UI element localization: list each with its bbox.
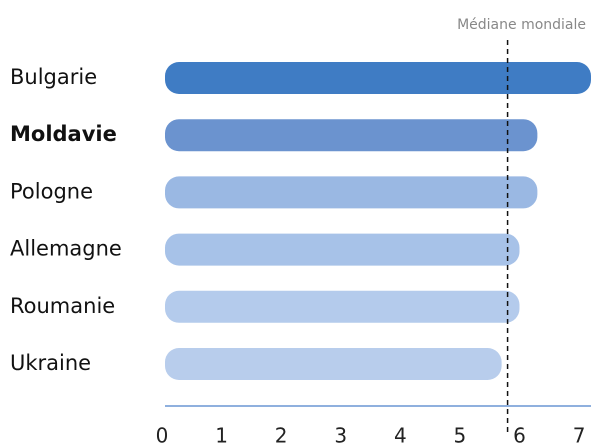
- bar: [165, 62, 591, 94]
- x-tick-label: 1: [215, 424, 228, 446]
- reference-label: Médiane mondiale: [457, 17, 586, 33]
- bar: [165, 348, 502, 380]
- x-tick-label: 0: [156, 424, 169, 446]
- bar: [165, 233, 520, 266]
- category-label: Ukraine: [10, 351, 91, 375]
- bar: [165, 119, 538, 152]
- category-label: Pologne: [10, 179, 93, 203]
- x-tick-label: 6: [513, 424, 526, 446]
- x-tick-label: 3: [334, 424, 347, 446]
- category-label: Moldavie: [10, 122, 117, 146]
- x-tick-label: 2: [275, 424, 288, 446]
- x-tick-label: 7: [573, 424, 586, 446]
- bar: [165, 290, 520, 323]
- x-tick-label: 5: [454, 424, 467, 446]
- bar: [165, 176, 538, 209]
- category-label: Roumanie: [10, 294, 115, 318]
- x-tick-label: 4: [394, 424, 407, 446]
- category-label: Allemagne: [10, 237, 122, 261]
- category-label: Bulgarie: [10, 65, 97, 89]
